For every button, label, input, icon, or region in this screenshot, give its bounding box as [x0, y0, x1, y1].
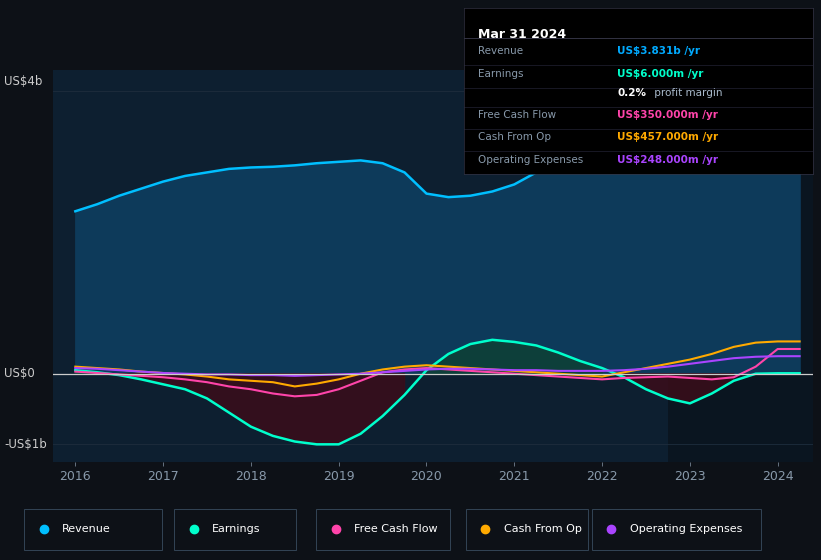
- Text: US$6.000m /yr: US$6.000m /yr: [617, 69, 704, 79]
- Text: US$4b: US$4b: [4, 76, 43, 88]
- Text: Revenue: Revenue: [478, 46, 523, 57]
- Text: US$0: US$0: [4, 367, 34, 380]
- Text: US$350.000m /yr: US$350.000m /yr: [617, 110, 718, 120]
- Text: Free Cash Flow: Free Cash Flow: [478, 110, 556, 120]
- Text: Operating Expenses: Operating Expenses: [478, 155, 583, 165]
- Text: US$457.000m /yr: US$457.000m /yr: [617, 132, 718, 142]
- Text: Operating Expenses: Operating Expenses: [630, 524, 742, 534]
- Text: US$248.000m /yr: US$248.000m /yr: [617, 155, 718, 165]
- Text: Revenue: Revenue: [62, 524, 111, 534]
- Text: US$3.831b /yr: US$3.831b /yr: [617, 46, 700, 57]
- Text: Free Cash Flow: Free Cash Flow: [354, 524, 438, 534]
- Text: Cash From Op: Cash From Op: [478, 132, 551, 142]
- Text: Earnings: Earnings: [212, 524, 260, 534]
- Text: Cash From Op: Cash From Op: [503, 524, 581, 534]
- Bar: [668, 70, 821, 462]
- Text: Mar 31 2024: Mar 31 2024: [478, 28, 566, 41]
- Text: profit margin: profit margin: [650, 88, 722, 97]
- Text: 0.2%: 0.2%: [617, 88, 646, 97]
- Text: Earnings: Earnings: [478, 69, 523, 79]
- Text: -US$1b: -US$1b: [4, 438, 47, 451]
